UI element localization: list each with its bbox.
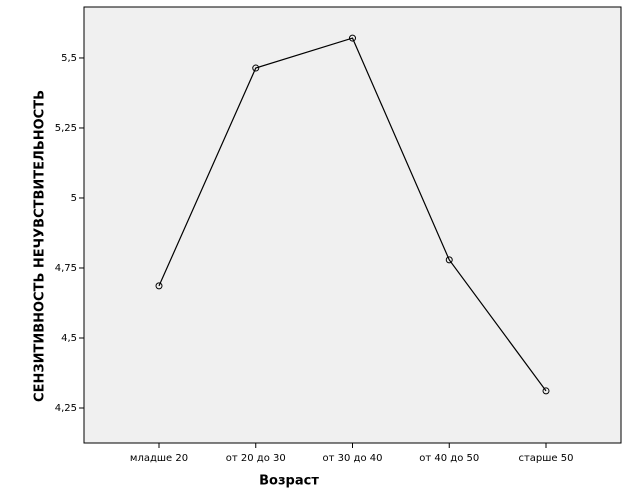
y-tick-label: 5,25 — [55, 123, 77, 134]
point — [445, 256, 453, 264]
point — [155, 282, 163, 290]
y-tick-label: 4,25 — [55, 403, 77, 414]
point — [542, 387, 550, 395]
x-axis-title: Возраст — [259, 474, 319, 489]
y-tick-label: 4,75 — [55, 263, 77, 274]
y-tick-label: 4,5 — [61, 333, 77, 344]
plot-area — [83, 6, 622, 444]
line — [158, 37, 547, 392]
point — [349, 34, 356, 42]
x-tick-label: от 20 до 30 — [226, 453, 286, 464]
x-tick-label: старше 50 — [518, 453, 573, 464]
y-tick-label: 5 — [71, 193, 77, 204]
x-tick-label: от 40 до 50 — [419, 453, 479, 464]
y-axis-title: СЕНЗИТИВНОСТЬ НЕЧУВСТВИТЕЛЬНОСТЬ — [33, 90, 48, 402]
x-tick-label: младше 20 — [130, 453, 188, 464]
y-tick-label: 5,5 — [61, 53, 77, 64]
point — [252, 64, 260, 72]
x-tick-label: от 30 до 40 — [323, 453, 383, 464]
